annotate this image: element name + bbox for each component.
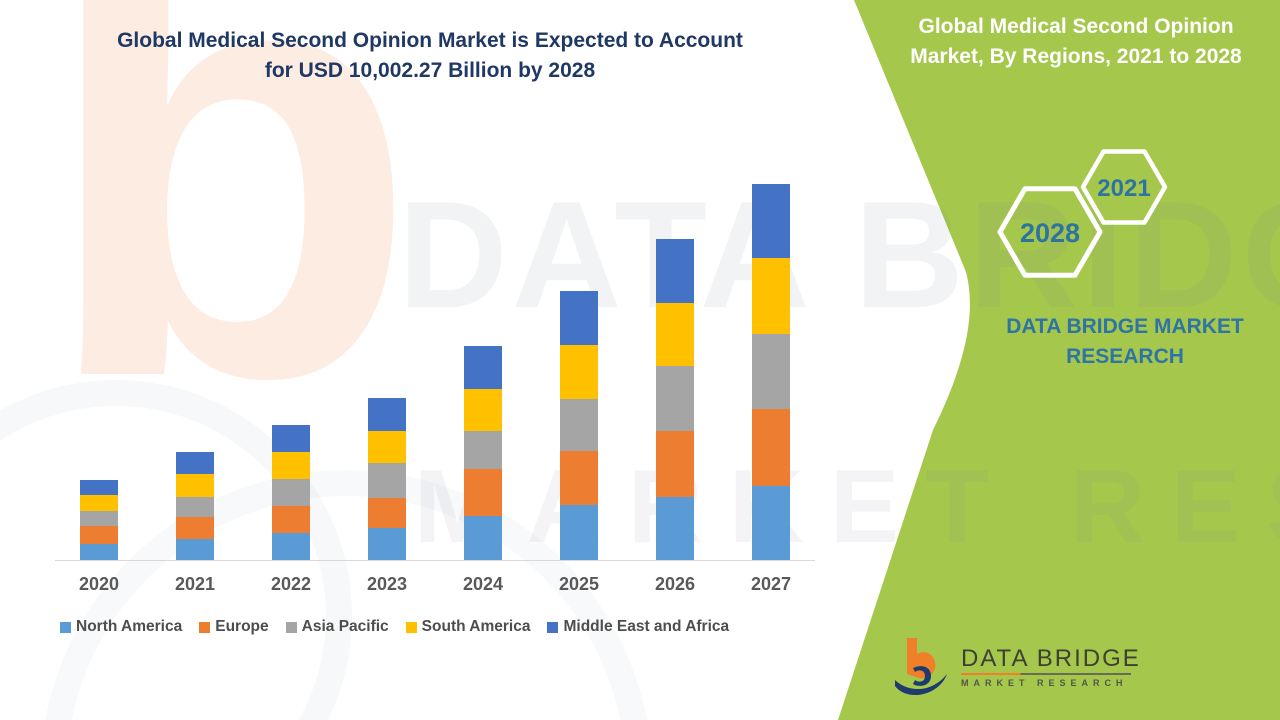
bar-stack-2027 xyxy=(752,184,790,560)
bar-segment-south-america-2027 xyxy=(752,258,790,334)
x-axis-label-2024: 2024 xyxy=(462,574,504,594)
x-axis-label-2022: 2022 xyxy=(270,574,312,594)
legend-label: South America xyxy=(421,618,531,635)
footer-logo-name: DATA BRIDGE xyxy=(961,644,1141,672)
legend-item-north-america: North America xyxy=(60,618,182,636)
bar-segment-asia-pacific-2022 xyxy=(272,479,310,506)
plot-area xyxy=(55,180,815,561)
bar-segment-asia-pacific-2026 xyxy=(656,366,694,431)
bar-segment-middle-east-and-africa-2026 xyxy=(656,239,694,303)
bar-segment-north-america-2027 xyxy=(752,486,790,560)
x-axis-label-2025: 2025 xyxy=(558,574,600,594)
legend-item-south-america: South America xyxy=(405,618,531,636)
legend-label: Middle East and Africa xyxy=(563,618,730,635)
bar-segment-middle-east-and-africa-2022 xyxy=(272,425,310,452)
brand-text-line2: RESEARCH xyxy=(1066,345,1184,368)
brand-text-line1: DATA BRIDGE MARKET xyxy=(1006,315,1244,338)
bar-segment-europe-2023 xyxy=(368,498,406,528)
data-bridge-logo-icon xyxy=(895,638,947,696)
brand-text: DATA BRIDGE MARKET RESEARCH xyxy=(980,312,1270,372)
chart-headline-line2: for USD 10,002.27 Billion by 2028 xyxy=(264,59,596,82)
chart-headline-line1: Global Medical Second Opinion Market is … xyxy=(117,29,743,52)
x-axis-label-2021: 2021 xyxy=(174,574,216,594)
bar-segment-middle-east-and-africa-2020 xyxy=(80,480,118,495)
bar-segment-south-america-2025 xyxy=(560,345,598,399)
x-axis-label-2020: 2020 xyxy=(78,574,120,594)
legend-item-asia-pacific: Asia Pacific xyxy=(285,618,389,636)
bar-stack-2021 xyxy=(176,452,214,560)
chart-legend: North America Europe Asia Pacific South Ame… xyxy=(60,618,840,636)
hexagon-2028-label: 2028 xyxy=(1020,218,1080,248)
bar-segment-south-america-2022 xyxy=(272,452,310,479)
bar-segment-north-america-2025 xyxy=(560,505,598,560)
x-axis-label-2027: 2027 xyxy=(750,574,792,594)
bar-segment-europe-2025 xyxy=(560,451,598,505)
bar-stack-2022 xyxy=(272,425,310,560)
bar-segment-middle-east-and-africa-2024 xyxy=(464,346,502,389)
bar-segment-europe-2026 xyxy=(656,431,694,497)
bar-segment-middle-east-and-africa-2027 xyxy=(752,184,790,258)
bar-segment-north-america-2022 xyxy=(272,533,310,560)
bar-segment-asia-pacific-2024 xyxy=(464,431,502,469)
bar-segment-south-america-2020 xyxy=(80,495,118,511)
bar-segment-south-america-2023 xyxy=(368,431,406,463)
legend-label: North America xyxy=(76,618,183,635)
legend-swatch-icon xyxy=(60,621,71,633)
bar-segment-asia-pacific-2021 xyxy=(176,497,214,517)
bar-segment-europe-2020 xyxy=(80,526,118,544)
bar-segment-europe-2021 xyxy=(176,517,214,539)
bar-segment-north-america-2023 xyxy=(368,528,406,560)
x-axis-labels: 2020 2021 2022 2023 2024 2025 2026 2027 xyxy=(55,574,815,598)
bar-stack-2024 xyxy=(464,346,502,560)
bar-segment-north-america-2021 xyxy=(176,539,214,560)
bar-segment-europe-2024 xyxy=(464,469,502,516)
hexagon-2028 xyxy=(997,186,1103,278)
bar-segment-asia-pacific-2025 xyxy=(560,399,598,451)
legend-swatch-icon xyxy=(405,621,417,633)
legend-swatch-icon xyxy=(547,621,559,633)
bar-segment-middle-east-and-africa-2023 xyxy=(368,398,406,431)
bar-segment-middle-east-and-africa-2025 xyxy=(560,291,598,345)
bar-stack-2020 xyxy=(80,480,118,560)
legend-item-europe: Europe xyxy=(199,618,269,636)
hexagon-2021 xyxy=(1080,149,1168,225)
legend-item-middle-east-and-africa: Middle East and Africa xyxy=(547,618,729,636)
legend-swatch-icon xyxy=(285,621,297,633)
bar-stack-2023 xyxy=(368,398,406,560)
footer-logo: DATA BRIDGE MARKET RESEARCH xyxy=(893,636,1141,698)
bar-segment-south-america-2026 xyxy=(656,303,694,366)
bar-segment-north-america-2020 xyxy=(80,544,118,560)
bar-segment-asia-pacific-2027 xyxy=(752,334,790,409)
panel-title: Global Medical Second Opinion Market, By… xyxy=(878,12,1274,72)
legend-label: Asia Pacific xyxy=(301,618,389,635)
bar-stack-2025 xyxy=(560,291,598,560)
panel-title-line2: Market, By Regions, 2021 to 2028 xyxy=(910,45,1242,68)
bar-segment-europe-2027 xyxy=(752,409,790,486)
x-axis-label-2026: 2026 xyxy=(654,574,696,594)
legend-swatch-icon xyxy=(199,621,211,633)
bar-segment-asia-pacific-2020 xyxy=(80,511,118,526)
bar-segment-middle-east-and-africa-2021 xyxy=(176,452,214,474)
bar-segment-europe-2022 xyxy=(272,506,310,533)
bar-segment-south-america-2021 xyxy=(176,474,214,497)
footer-logo-divider xyxy=(961,672,1131,675)
panel-title-line1: Global Medical Second Opinion xyxy=(918,15,1234,38)
hexagon-2021-label: 2021 xyxy=(1097,175,1150,202)
bar-stack-2026 xyxy=(656,239,694,560)
chart-headline: Global Medical Second Opinion Market is … xyxy=(80,26,780,86)
bar-segment-north-america-2026 xyxy=(656,497,694,560)
bar-segment-north-america-2024 xyxy=(464,516,502,560)
bar-segment-south-america-2024 xyxy=(464,389,502,431)
watermark-text-marketresearch: MARKET RESEARCH xyxy=(414,449,1280,565)
bar-segment-asia-pacific-2023 xyxy=(368,463,406,498)
x-axis-label-2023: 2023 xyxy=(366,574,408,594)
footer-logo-subtitle: MARKET RESEARCH xyxy=(961,677,1128,688)
legend-label: Europe xyxy=(215,618,269,635)
